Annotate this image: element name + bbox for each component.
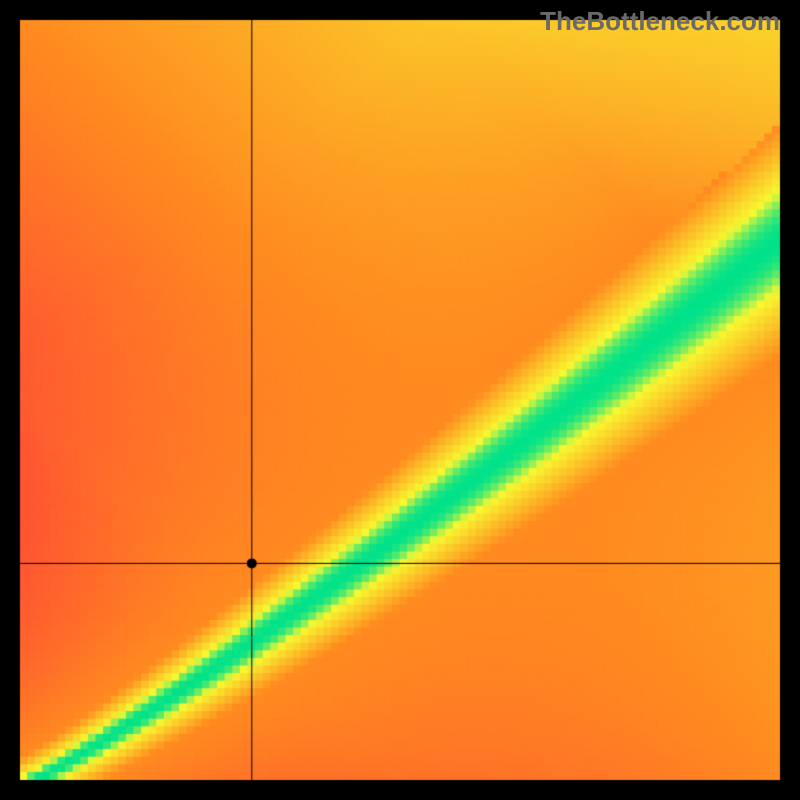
bottleneck-heatmap (0, 0, 800, 800)
chart-container: TheBottleneck.com (0, 0, 800, 800)
watermark-text: TheBottleneck.com (540, 6, 780, 37)
